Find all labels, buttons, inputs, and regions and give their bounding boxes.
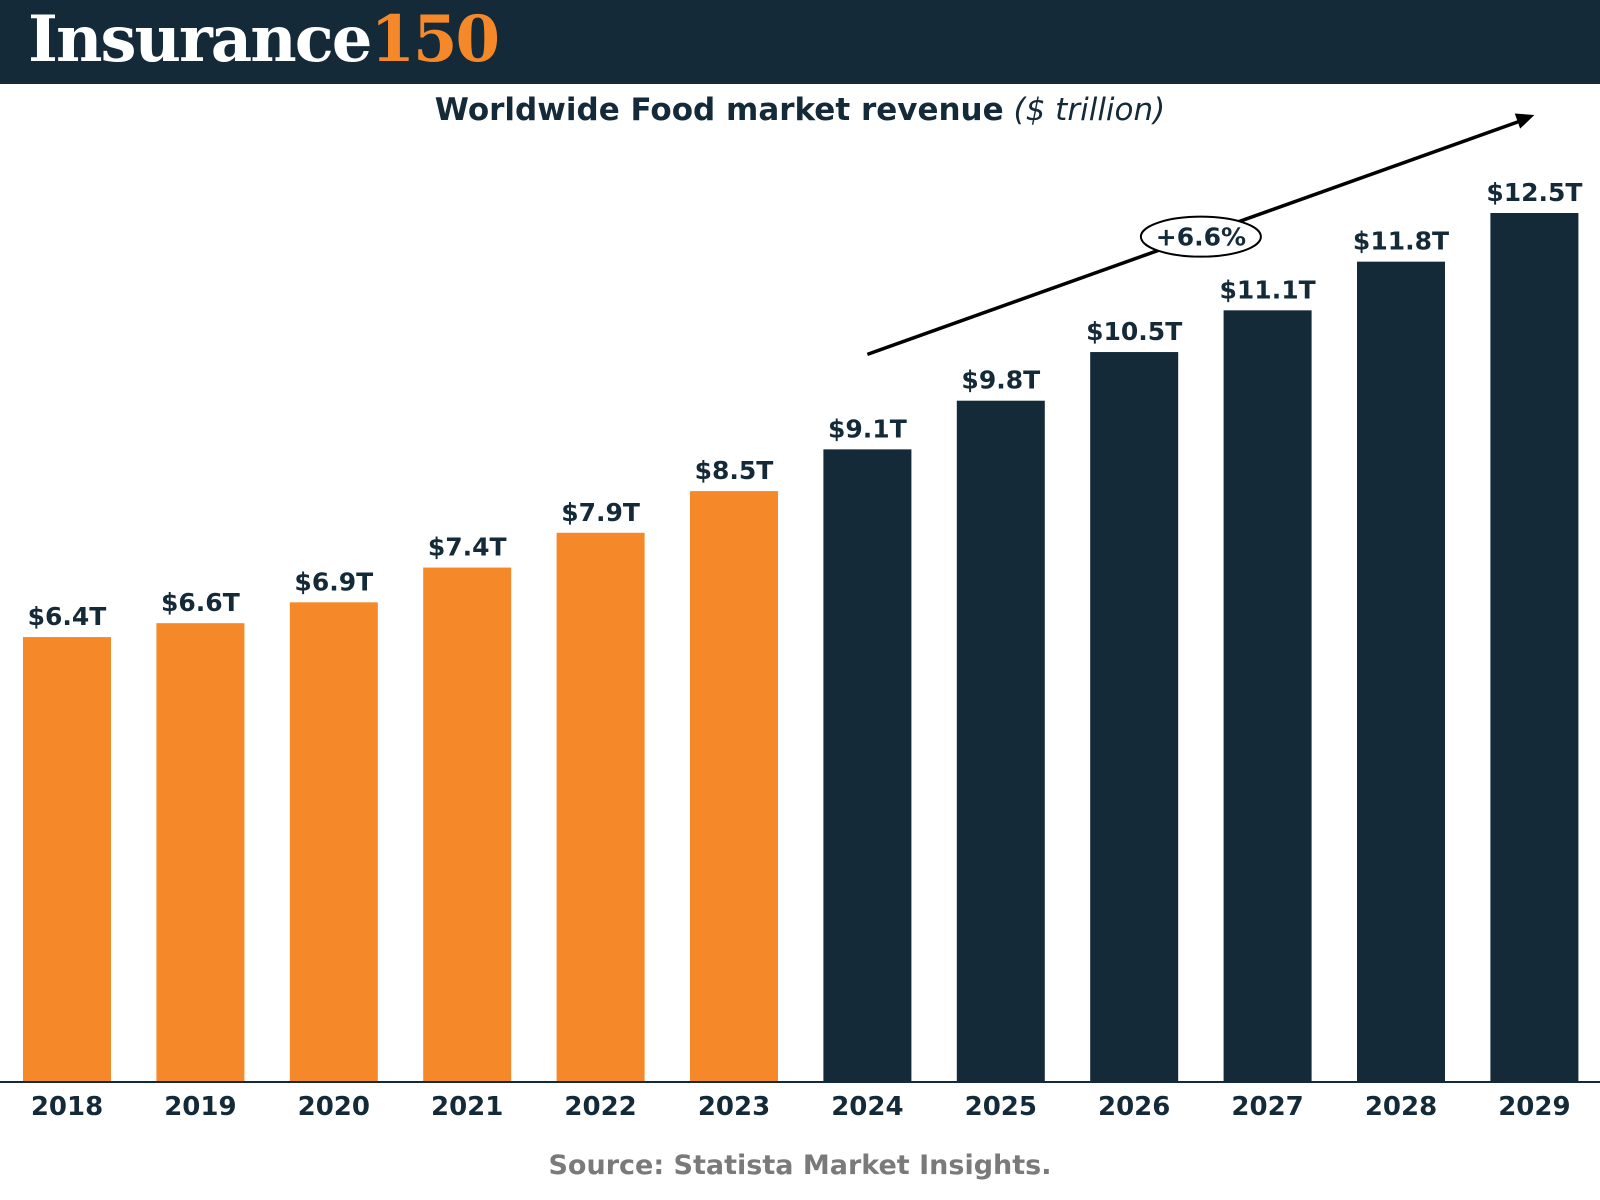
category-label-2021: 2021	[431, 1092, 503, 1122]
value-label-2029: $12.5T	[1486, 178, 1582, 207]
chart-title-main: Worldwide Food market revenue	[434, 92, 1004, 128]
bar-2028	[1357, 261, 1445, 1082]
bar-2020	[289, 602, 378, 1082]
category-label-2029: 2029	[1498, 1092, 1570, 1122]
value-label-2019: $6.6T	[161, 588, 240, 617]
logo: Insurance150	[28, 2, 500, 77]
value-label-2028: $11.8T	[1353, 227, 1449, 256]
value-label-2024: $9.1T	[828, 414, 907, 443]
bar-2027	[1223, 310, 1312, 1082]
value-label-2025: $9.8T	[961, 366, 1040, 395]
value-label-2026: $10.5T	[1086, 317, 1182, 346]
growth-rate-label: +6.6%	[1156, 223, 1246, 252]
growth-rate-badge	[1139, 215, 1262, 258]
category-label-2025: 2025	[965, 1092, 1037, 1122]
category-label-2020: 2020	[298, 1092, 370, 1122]
bar-2029	[1490, 213, 1579, 1082]
bar-2019	[156, 623, 245, 1082]
value-label-2023: $8.5T	[695, 456, 774, 485]
value-label-2018: $6.4T	[28, 602, 107, 631]
bar-2025	[956, 400, 1045, 1083]
category-label-2028: 2028	[1365, 1092, 1437, 1122]
logo-word: Insurance	[28, 2, 372, 77]
value-label-2027: $11.1T	[1220, 275, 1316, 304]
category-label-2022: 2022	[564, 1092, 636, 1122]
category-label-2024: 2024	[831, 1092, 903, 1122]
bar-2024	[823, 449, 912, 1082]
category-label-2023: 2023	[698, 1092, 770, 1122]
category-label-2026: 2026	[1098, 1092, 1170, 1122]
chart-title: Worldwide Food market revenue ($ trillio…	[0, 92, 1600, 128]
category-label-2018: 2018	[31, 1092, 103, 1122]
bar-2018	[23, 637, 111, 1082]
value-label-2020: $6.9T	[294, 567, 373, 596]
bar-2022	[556, 532, 645, 1082]
chart-title-unit: ($ trillion)	[1013, 92, 1166, 128]
bar-2021	[423, 567, 512, 1082]
value-label-2021: $7.4T	[428, 533, 507, 562]
value-label-2022: $7.9T	[561, 498, 640, 527]
category-label-2019: 2019	[164, 1092, 236, 1122]
bar-2026	[1090, 352, 1179, 1082]
category-label-2027: 2027	[1231, 1092, 1303, 1122]
bar-2023	[690, 491, 778, 1083]
logo-number: 150	[370, 2, 500, 77]
source-note: Source: Statista Market Insights.	[548, 1150, 1052, 1181]
trend-arrow-head	[1514, 113, 1535, 129]
header-bar: Insurance150	[0, 0, 1600, 84]
